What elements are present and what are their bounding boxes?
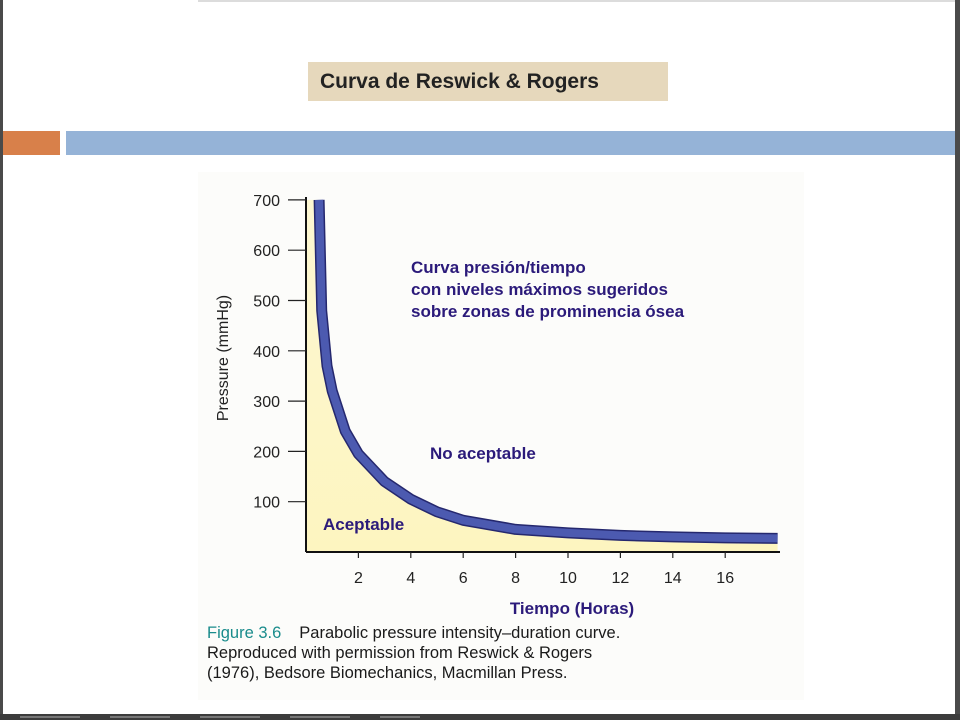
slide-title-text: Curva de Reswick & Rogers (320, 69, 599, 93)
y-tick-label: 500 (253, 294, 280, 311)
y-tick-label: 700 (253, 193, 280, 210)
pressure-duration-chart: 100 200 300 400 500 600 700 2 4 6 8 10 12 14 16 Pressu… (215, 193, 780, 618)
y-tick-label: 400 (253, 344, 280, 361)
x-tick-label: 6 (459, 570, 468, 587)
annotation-unacceptable: No aceptable (430, 444, 536, 463)
slide-top-border (198, 0, 955, 2)
accent-bar-orange (3, 131, 60, 155)
annotation-region-line-2: con niveles máximos sugeridos (411, 280, 668, 299)
y-tick-label: 100 (253, 495, 280, 512)
x-tick-label: 4 (406, 570, 415, 587)
y-tick-label: 300 (253, 394, 280, 411)
y-axis-label: Pressure (mmHg) (215, 295, 232, 421)
caption-line-2: Reproduced with permission from Reswick … (207, 644, 593, 662)
accent-bar-blue (66, 131, 955, 155)
slide-title: Curva de Reswick & Rogers (308, 62, 668, 101)
annotation-region-line-1: Curva presión/tiempo (411, 258, 586, 277)
strip-segment (20, 716, 80, 718)
acceptable-region (306, 199, 778, 552)
x-tick-label: 14 (664, 570, 682, 587)
y-tick-label: 600 (253, 243, 280, 260)
x-tick-label: 12 (612, 570, 630, 587)
slide: Curva de Reswick & Rogers 100 200 300 400 50… (3, 0, 955, 714)
x-tick-label: 8 (511, 570, 520, 587)
x-tick-label: 10 (559, 570, 577, 587)
bottom-strip (0, 714, 960, 720)
x-tick-label: 16 (716, 570, 734, 587)
strip-segment (380, 716, 420, 718)
caption-line-1: Parabolic pressure intensity–duration cu… (299, 624, 621, 642)
strip-segment (290, 716, 350, 718)
pressure-curve (315, 199, 778, 543)
x-tick-label: 2 (354, 570, 363, 587)
figure-caption: Figure 3.6 Parabolic pressure intensity–d… (207, 623, 797, 683)
y-tick-label: 200 (253, 444, 280, 461)
caption-line-3: (1976), Bedsore Biomechanics, Macmillan … (207, 664, 568, 682)
strip-segment (110, 716, 170, 718)
x-axis-label: Tiempo (Horas) (510, 599, 634, 618)
annotation-acceptable: Aceptable (323, 515, 404, 534)
caption-label: Figure 3.6 (207, 624, 282, 642)
figure-panel: 100 200 300 400 500 600 700 2 4 6 8 10 12 14 16 Pressu… (198, 172, 804, 700)
strip-segment (200, 716, 260, 718)
annotation-region-line-3: sobre zonas de prominencia ósea (411, 302, 685, 321)
